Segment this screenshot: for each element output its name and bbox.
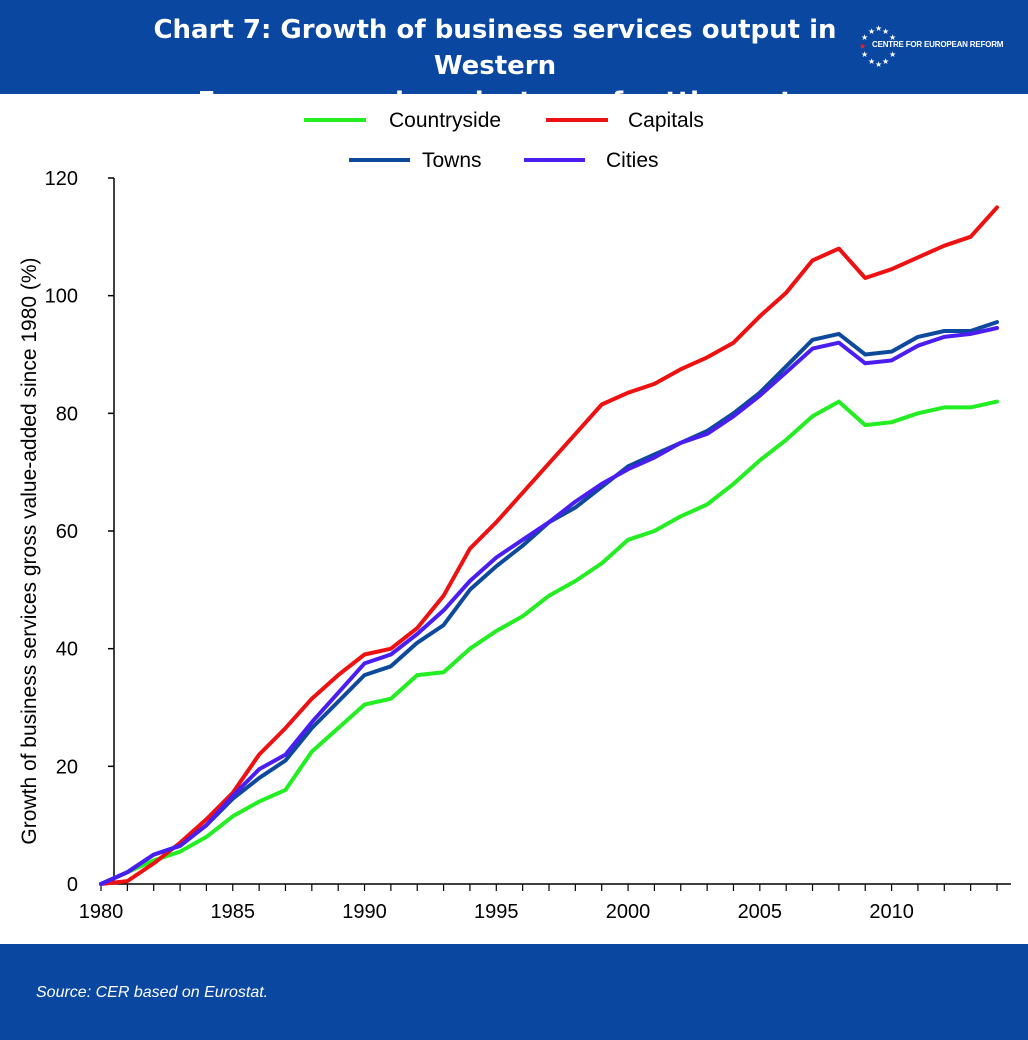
legend-label-capitals: Capitals — [628, 109, 704, 132]
y-tick-label: 0 — [67, 874, 78, 896]
svg-text:★: ★ — [889, 33, 896, 42]
legend-label-countryside: Countryside — [389, 109, 501, 132]
y-tick-label: 120 — [45, 168, 78, 190]
y-axis-label: Growth of business services gross value-… — [18, 257, 41, 844]
svg-text:★: ★ — [875, 24, 882, 33]
x-tick-label: 1990 — [342, 901, 387, 923]
chart-footer: Source: CER based on Eurostat. — [0, 944, 1028, 1040]
x-tick-label: 1985 — [211, 901, 256, 923]
x-tick-label: 1980 — [79, 901, 124, 923]
source-note: Source: CER based on Eurostat. — [36, 984, 269, 1001]
legend-label-towns: Towns — [422, 149, 482, 172]
y-tick-label: 20 — [56, 756, 78, 778]
chart-title-line2: European regions, by type of settlement — [197, 87, 793, 117]
series-line-countryside — [99, 399, 999, 886]
x-tick-label: 2005 — [738, 901, 783, 923]
y-tick-label: 100 — [45, 286, 78, 308]
svg-text:★: ★ — [882, 57, 889, 66]
chart-header: Chart 7: Growth of business services out… — [0, 0, 1028, 117]
x-tick-label: 1995 — [474, 901, 519, 923]
series-line-towns — [99, 320, 999, 886]
eu-stars-icon: ★ ★ ★ ★ ★ ★ ★ ★ ★ ★ ★ — [859, 24, 896, 69]
svg-text:★: ★ — [861, 33, 868, 42]
series-line-capitals — [99, 205, 999, 886]
x-tick-label: 2000 — [606, 901, 651, 923]
svg-text:★: ★ — [882, 27, 889, 36]
svg-text:★: ★ — [875, 60, 882, 69]
y-tick-label: 60 — [56, 521, 78, 543]
x-tick-label: 2010 — [869, 901, 914, 923]
svg-text:★: ★ — [889, 50, 896, 59]
cer-logo: ★ ★ ★ ★ ★ ★ ★ ★ ★ ★ ★ CENTRE FOR EUROPEAN REFO… — [858, 24, 1008, 70]
svg-text:★: ★ — [868, 57, 875, 66]
series-line-cities — [99, 326, 999, 886]
chart-title: Chart 7: Growth of business services out… — [110, 12, 880, 120]
svg-text:★: ★ — [859, 42, 866, 51]
logo-text: CENTRE FOR EUROPEAN REFORM — [872, 40, 1004, 49]
svg-text:★: ★ — [861, 50, 868, 59]
y-tick-label: 80 — [56, 403, 78, 425]
chart-title-line1: Chart 7: Growth of business services out… — [153, 15, 837, 81]
y-tick-label: 40 — [56, 639, 78, 661]
line-chart: 0 20 40 60 80 100 120 1980 1985 1990 1995 2000 2005 2… — [18, 109, 1011, 923]
svg-text:★: ★ — [868, 27, 875, 36]
legend-label-cities: Cities — [606, 149, 659, 172]
